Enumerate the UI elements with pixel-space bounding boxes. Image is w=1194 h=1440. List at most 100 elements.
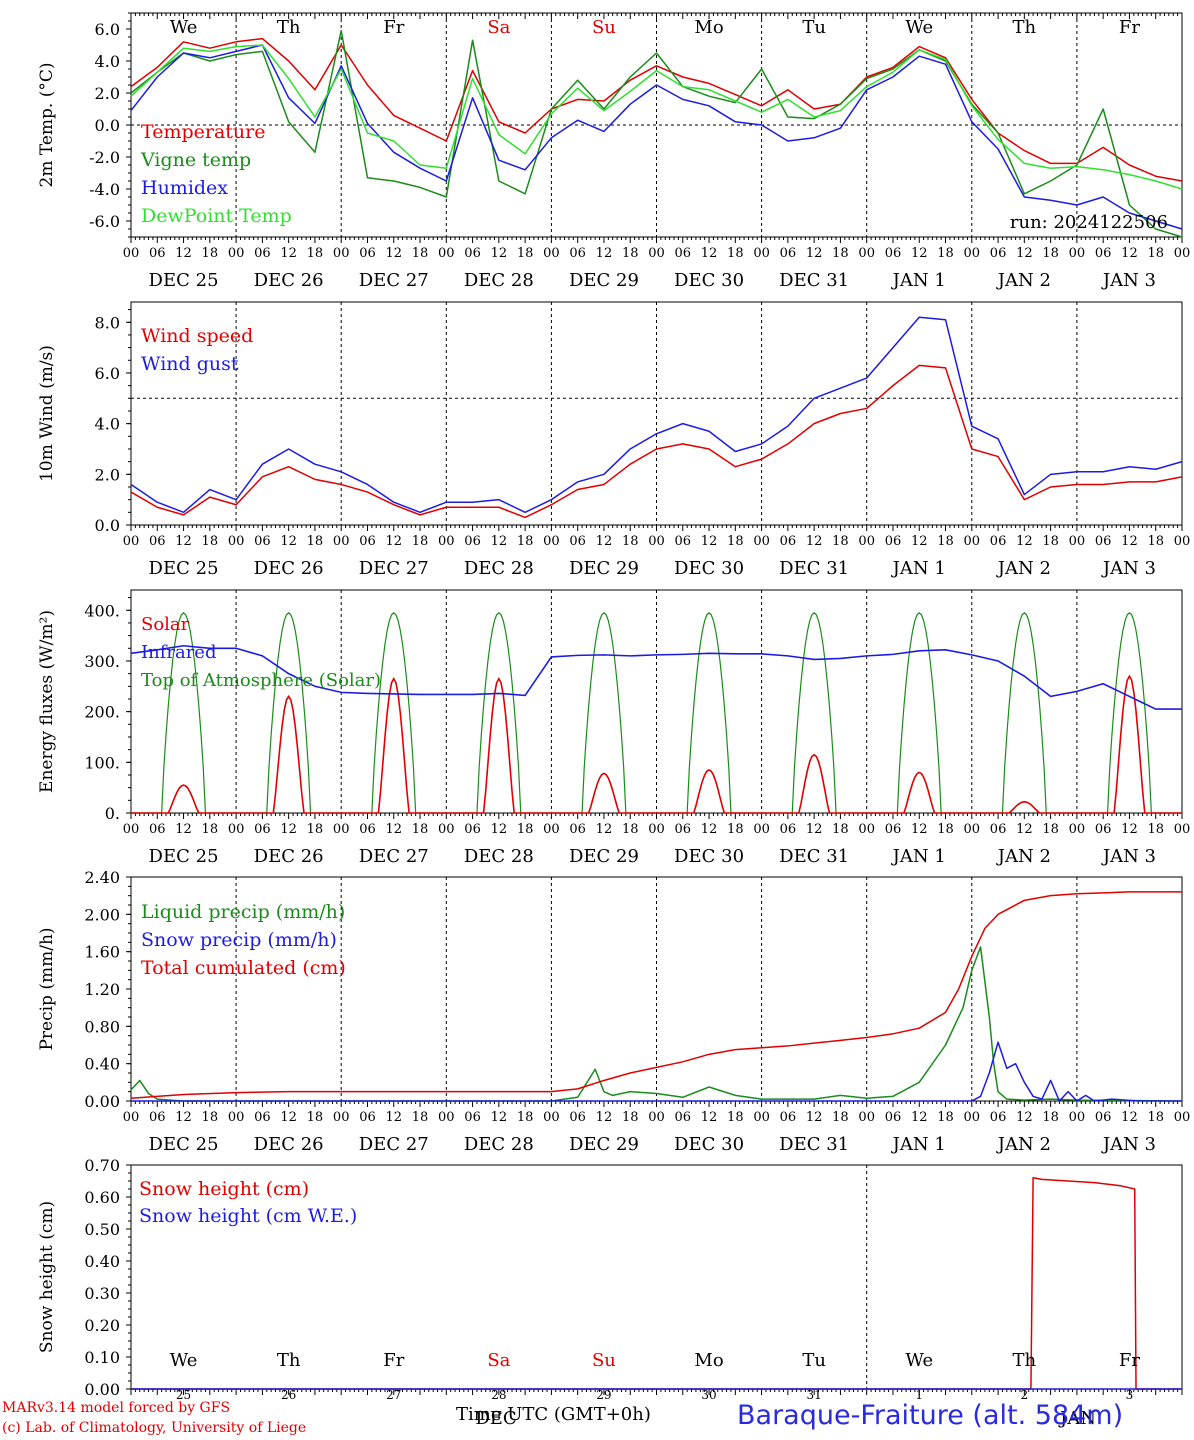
x-hour-label: 06	[675, 246, 692, 261]
y-tick-label: 200.	[84, 703, 120, 722]
x-hour-label: 18	[1042, 246, 1059, 261]
x-hour-label: 06	[780, 822, 797, 837]
x-date-label: DEC 30	[674, 558, 744, 579]
x-hour-label: 18	[1147, 534, 1164, 549]
x-hour-label: 12	[806, 246, 823, 261]
x-hour-label: 00	[123, 534, 140, 549]
series-line-snow-precip-mm-h-	[131, 1041, 1182, 1102]
y-tick-label: 400.	[84, 601, 120, 620]
y-tick-label: 0.50	[84, 1220, 120, 1239]
x-date-label: DEC 28	[464, 270, 534, 291]
y-tick-label: 1.60	[84, 943, 120, 962]
weekday-label: Th	[1013, 17, 1037, 38]
series-line-vigne-temp	[130, 29, 1183, 238]
x-hour-label: 06	[675, 822, 692, 837]
x-hour-label: 12	[911, 1110, 928, 1125]
x-hour-label: 18	[937, 246, 954, 261]
x-date-label: JAN 1	[891, 558, 946, 579]
x-hour-label: 00	[333, 1110, 350, 1125]
x-hour-label: 18	[202, 822, 219, 837]
weekday-label: Su	[592, 1350, 616, 1371]
x-hour-label: 06	[885, 822, 902, 837]
x-hour-label: 12	[491, 534, 508, 549]
x-hour-label: 00	[858, 246, 875, 261]
x-hour-label: 00	[228, 822, 245, 837]
series-line-solar	[131, 674, 1182, 814]
x-hour-label: 12	[701, 822, 718, 837]
x-hour-label: 18	[622, 822, 639, 837]
x-hour-label: 06	[464, 534, 481, 549]
x-hour-label: 12	[806, 1110, 823, 1125]
y-tick-label: -6.0	[89, 212, 120, 231]
x-hour-label: 18	[622, 246, 639, 261]
x-hour-label: 06	[149, 1110, 166, 1125]
x-date-label: DEC 25	[149, 270, 219, 291]
y-tick-label: 0.	[105, 804, 120, 823]
month-label-jan: JAN	[1058, 1408, 1096, 1429]
x-date-label: JAN 2	[996, 846, 1051, 867]
x-hour-label: 18	[727, 534, 744, 549]
x-hour-label: 12	[175, 1110, 192, 1125]
weekday-label: Mo	[694, 1350, 723, 1371]
x-hour-label: 12	[491, 822, 508, 837]
y-tick-label: 0.10	[84, 1348, 120, 1367]
day-number-label: 3	[1126, 1388, 1134, 1402]
x-date-label: DEC 28	[464, 1134, 534, 1155]
x-hour-label: 12	[911, 534, 928, 549]
series-line-infrared	[130, 644, 1182, 710]
x-hour-label: 06	[1095, 246, 1112, 261]
x-date-label: DEC 31	[779, 846, 849, 867]
x-hour-label: 00	[123, 1110, 140, 1125]
x-hour-label: 06	[254, 534, 271, 549]
x-date-label: JAN 3	[1101, 558, 1156, 579]
x-date-label: DEC 27	[359, 1134, 429, 1155]
x-hour-label: 00	[964, 534, 981, 549]
weekday-label: Mo	[694, 17, 723, 38]
x-date-label: DEC 28	[464, 846, 534, 867]
x-hour-label: 18	[202, 1110, 219, 1125]
x-date-label: DEC 30	[674, 270, 744, 291]
series-line-wind-gust	[130, 316, 1183, 514]
y-axis-label: Precip (mm/h)	[37, 927, 57, 1050]
y-axis-label: Energy fluxes (W/m²)	[37, 610, 57, 793]
x-hour-label: 12	[491, 246, 508, 261]
y-tick-label: -4.0	[89, 180, 120, 199]
x-hour-label: 06	[569, 1110, 586, 1125]
x-hour-label: 06	[569, 534, 586, 549]
series-line-wind-speed	[130, 364, 1183, 519]
series-line-dewpoint-temp	[130, 44, 1183, 190]
y-axis-label: Snow height (cm)	[37, 1201, 57, 1353]
x-hour-label: 00	[858, 822, 875, 837]
x-hour-label: 00	[753, 1110, 770, 1125]
x-hour-label: 18	[517, 246, 534, 261]
x-date-label: JAN 2	[996, 558, 1051, 579]
x-hour-label: 12	[1121, 534, 1138, 549]
x-hour-label: 00	[543, 822, 560, 837]
x-hour-label: 12	[280, 246, 297, 261]
plot-frame-3	[130, 589, 1183, 814]
x-hour-label: 18	[727, 1110, 744, 1125]
x-hour-label: 18	[307, 534, 324, 549]
series-line-humidex	[130, 44, 1183, 230]
x-hour-label: 12	[596, 534, 613, 549]
x-hour-label: 12	[701, 534, 718, 549]
x-hour-label: 18	[517, 822, 534, 837]
x-date-label: DEC 25	[149, 846, 219, 867]
weekday-label: We	[170, 17, 198, 38]
x-hour-label: 06	[885, 534, 902, 549]
x-hour-label: 00	[438, 822, 455, 837]
x-hour-label: 06	[359, 246, 376, 261]
x-date-label: DEC 30	[674, 1134, 744, 1155]
x-date-label: DEC 25	[149, 1134, 219, 1155]
x-hour-label: 06	[359, 534, 376, 549]
x-hour-label: 12	[491, 1110, 508, 1125]
legend-entry: Humidex	[141, 177, 228, 199]
day-number-label: 2	[1021, 1388, 1029, 1402]
x-hour-label: 18	[1042, 1110, 1059, 1125]
x-hour-label: 06	[990, 246, 1007, 261]
legend-entry: Solar	[141, 614, 190, 635]
x-hour-label: 12	[911, 246, 928, 261]
x-hour-label: 18	[832, 1110, 849, 1125]
x-hour-label: 00	[753, 822, 770, 837]
